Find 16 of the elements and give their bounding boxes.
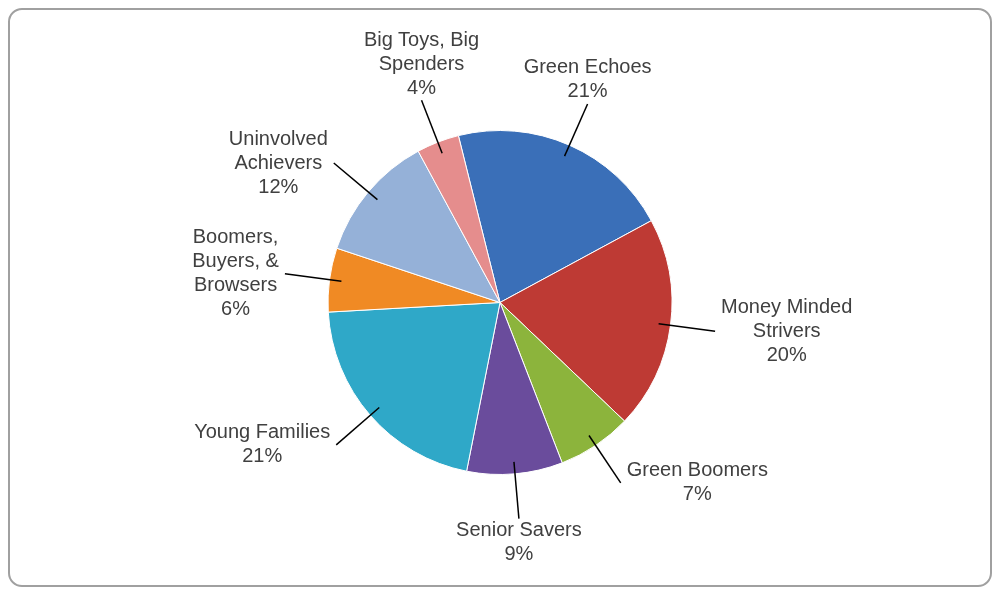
data-label: 21%	[567, 79, 608, 102]
slice-label: Senior Savers	[456, 518, 582, 541]
slice-label: Money Minded Strivers	[721, 294, 853, 341]
data-label: 20%	[766, 342, 807, 365]
slice-label: Uninvolved Achievers	[228, 126, 328, 173]
data-label: 6%	[221, 297, 251, 320]
data-label: 21%	[242, 444, 283, 467]
slice-label: Boomers, Buyers, & Browsers	[192, 225, 280, 296]
slice-label: Young Families	[194, 420, 331, 443]
data-label: 7%	[682, 482, 712, 505]
data-label: 4%	[407, 75, 437, 98]
slice-label: Green Echoes	[523, 55, 652, 78]
data-label: 12%	[258, 174, 299, 197]
slice-label: Green Boomers	[626, 458, 768, 481]
slice-label: Big Toys, Big Spenders	[363, 27, 480, 74]
data-label: 9%	[504, 542, 534, 565]
